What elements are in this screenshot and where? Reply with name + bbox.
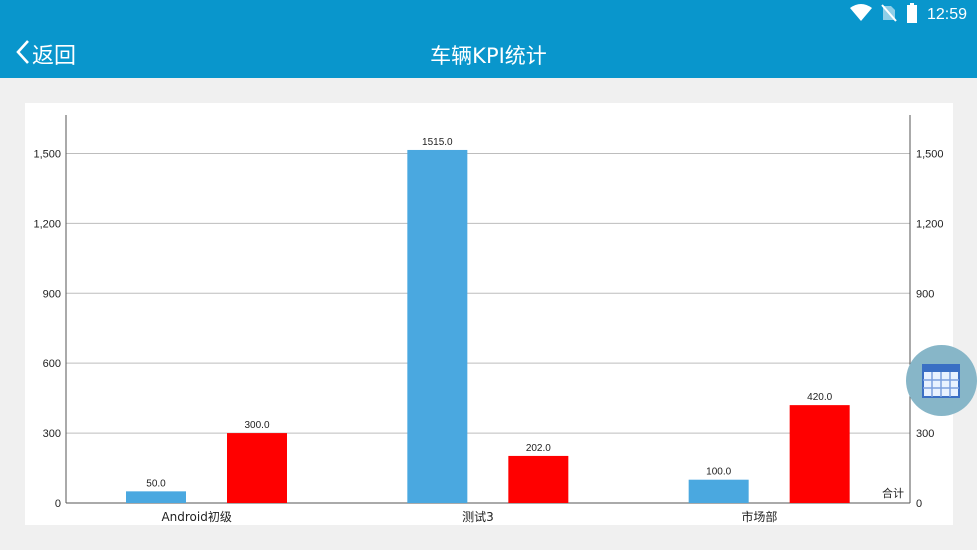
bar-data-label: 1515.0 <box>422 137 453 148</box>
wifi-icon <box>849 4 872 26</box>
legend-label: 合计 <box>882 486 904 500</box>
bar <box>688 479 749 503</box>
page-title: 车辆KPI统计 <box>430 44 547 68</box>
bar-data-label: 50.0 <box>146 478 166 489</box>
x-tick-label: 测试3 <box>462 509 494 524</box>
bar-data-label: 100.0 <box>706 467 731 478</box>
bar <box>126 491 186 503</box>
y-tick-label-right: 900 <box>916 288 934 300</box>
y-tick-label-right: 0 <box>916 498 922 510</box>
chart-card: 003003006006009009001,2001,2001,5001,500… <box>25 103 953 525</box>
back-button[interactable]: 返回 <box>16 38 76 70</box>
bar-data-label: 202.0 <box>526 443 551 454</box>
y-tick-label-right: 1,200 <box>916 218 944 230</box>
battery-icon <box>906 3 918 27</box>
app-bar: 返回 车辆KPI统计 <box>0 30 977 78</box>
bar <box>227 433 287 503</box>
y-tick-label-left: 1,500 <box>33 148 61 160</box>
y-tick-label-left: 600 <box>43 358 61 370</box>
kpi-bar-chart: 003003006006009009001,2001,2001,5001,500… <box>33 115 944 524</box>
y-tick-label-left: 300 <box>43 428 61 440</box>
y-tick-label-left: 0 <box>55 498 61 510</box>
back-label: 返回 <box>32 44 77 69</box>
bar <box>789 405 850 503</box>
y-tick-label-right: 300 <box>916 428 934 440</box>
no-sim-icon <box>881 4 897 26</box>
bar-data-label: 300.0 <box>244 420 269 431</box>
table-view-button[interactable] <box>906 345 977 416</box>
y-tick-label-right: 1,500 <box>916 148 944 160</box>
x-tick-label: Android初级 <box>161 510 231 524</box>
y-tick-label-left: 1,200 <box>33 218 61 230</box>
bar-data-label: 420.0 <box>807 392 832 403</box>
bar <box>508 455 569 503</box>
chevron-left-icon <box>16 39 30 69</box>
x-tick-label: 市场部 <box>741 509 777 524</box>
status-bar: 12:59 <box>0 0 977 30</box>
bar <box>407 149 468 503</box>
status-icons: 12:59 <box>849 3 967 27</box>
y-tick-label-left: 900 <box>43 288 61 300</box>
status-time: 12:59 <box>926 6 967 23</box>
